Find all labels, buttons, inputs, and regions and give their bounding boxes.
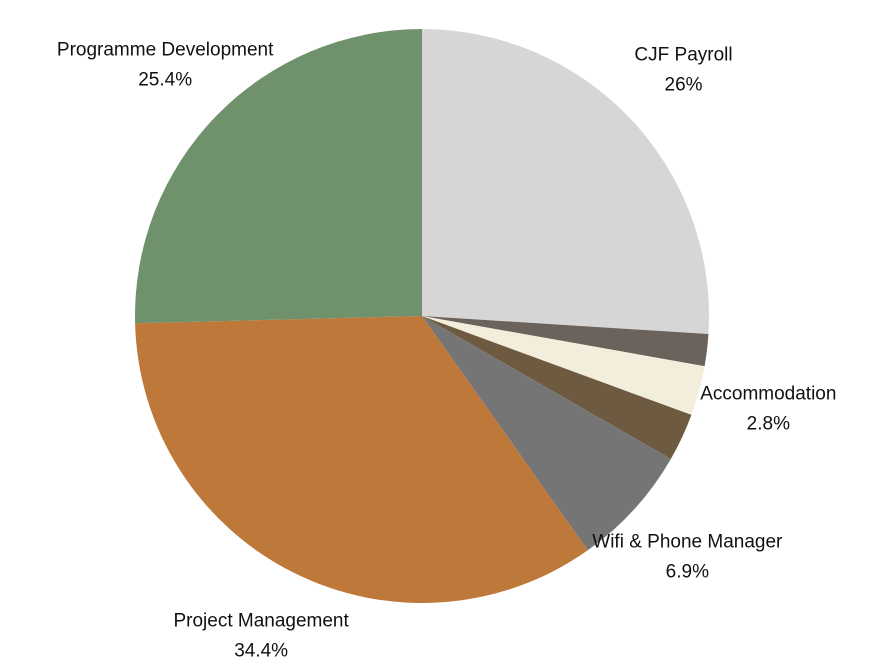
slice-value-label: 6.9% [666, 561, 709, 582]
pie-slice [422, 316, 709, 367]
pie-slice [422, 29, 710, 335]
slice-value-label: 34.4% [234, 641, 288, 657]
slice-value-label: 26% [665, 74, 703, 95]
pie-slice [422, 316, 705, 415]
slice-label: Accommodation [700, 384, 836, 405]
pie-slice [135, 316, 588, 604]
slice-value-label: 2.8% [747, 414, 790, 435]
pie-slice [135, 29, 422, 324]
slice-value-label: 25.4% [138, 70, 192, 91]
slice-label: Programme Development [57, 40, 274, 61]
slice-label: Project Management [173, 611, 349, 632]
slice-label: CJF Payroll [634, 44, 732, 65]
slice-label: Wifi & Phone Manager [592, 531, 783, 552]
pie-slice [422, 316, 692, 459]
pie-slice [422, 316, 671, 551]
